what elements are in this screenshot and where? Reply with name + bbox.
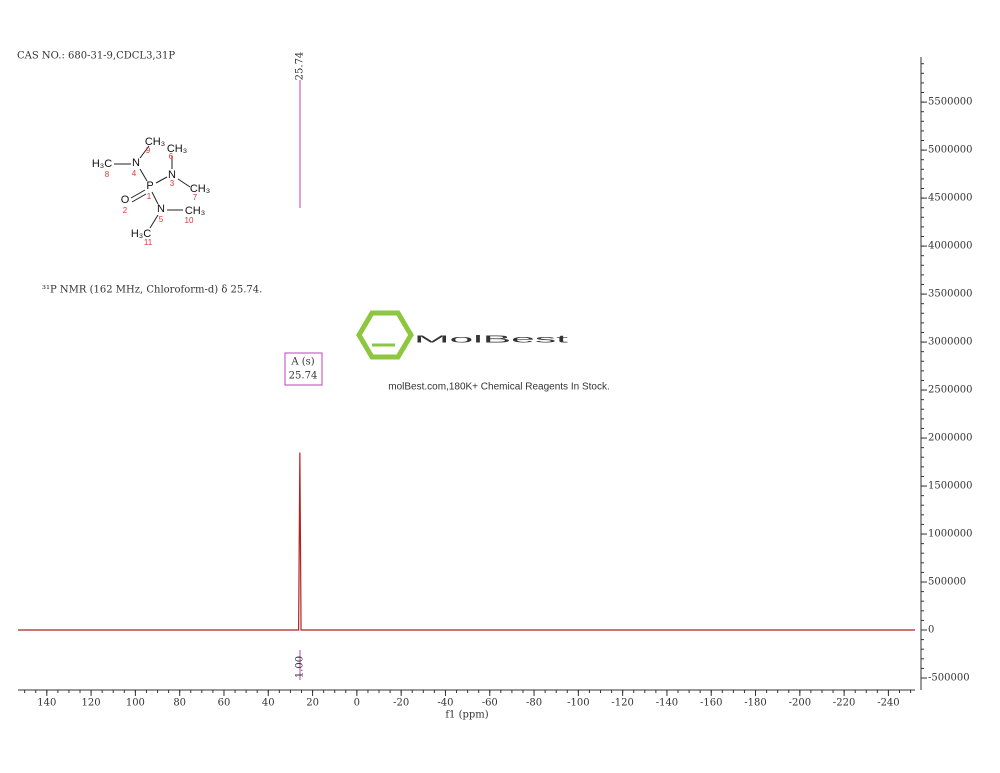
x-tick-label: -20 <box>393 698 409 709</box>
locant: 6 <box>169 152 174 161</box>
x-tick-label: 80 <box>173 698 186 709</box>
x-tick-label: 100 <box>126 698 145 709</box>
locant: 11 <box>144 238 153 247</box>
multiplet-box <box>284 352 323 386</box>
multiplet-shift: 25.74 <box>289 371 318 382</box>
y-tick-label: 1500000 <box>928 481 973 492</box>
x-tick-label: -220 <box>833 698 855 709</box>
y-tick-label: 0 <box>928 625 934 636</box>
x-tick-label: -120 <box>611 698 633 709</box>
x-tick-label: -180 <box>744 698 766 709</box>
x-tick-label: 60 <box>218 698 231 709</box>
y-tick-label: 3500000 <box>928 289 973 300</box>
atom-label: H₃C <box>92 158 112 170</box>
integral-label: 1.00 <box>295 656 306 678</box>
multiplet-label: A (s) <box>290 357 314 368</box>
header: CAS NO.: 680-31-9,CDCL3,31P <box>17 51 175 62</box>
locant: 9 <box>146 146 151 155</box>
y-tick-label: 1000000 <box>928 529 973 540</box>
x-tick-label: -40 <box>437 698 453 709</box>
x-axis-label: f1 (ppm) <box>445 710 488 721</box>
x-tick-label: 40 <box>262 698 275 709</box>
logo-text: MolBest <box>414 335 569 346</box>
atom-label: N <box>132 157 140 169</box>
x-tick-label: -240 <box>877 698 899 709</box>
locant: 4 <box>132 169 137 178</box>
y-tick-label: 2000000 <box>928 433 973 444</box>
locant: 8 <box>105 170 110 179</box>
x-tick-label: -80 <box>526 698 542 709</box>
x-tick-label: -140 <box>656 698 678 709</box>
locant: 7 <box>193 193 198 202</box>
y-tick-label: -500000 <box>928 673 970 684</box>
y-tick-label: 4500000 <box>928 193 973 204</box>
locant: 5 <box>159 215 164 224</box>
y-tick-label: 500000 <box>928 577 966 588</box>
atom-label: CH₃ <box>145 136 165 148</box>
tagline: molBest.com,180K+ Chemical Reagents In S… <box>388 382 610 393</box>
y-tick-label: 5500000 <box>928 97 973 108</box>
structure-bonds <box>114 145 191 229</box>
x-tick-label: -100 <box>567 698 589 709</box>
y-tick-label: 3000000 <box>928 337 973 348</box>
x-tick-label: 140 <box>37 698 56 709</box>
y-tick-label: 4000000 <box>928 241 973 252</box>
peak-label: 25.74 <box>295 52 306 81</box>
x-tick-label: 120 <box>82 698 101 709</box>
nmr-text: ³¹P NMR (162 MHz, Chloroform-d) δ 25.74. <box>42 285 262 296</box>
atom-label: P <box>146 180 153 192</box>
x-tick-label: 0 <box>354 698 360 709</box>
atom-label: N <box>157 203 165 215</box>
spectrum-line <box>18 452 915 631</box>
y-tick-label: 2500000 <box>928 385 973 396</box>
atom-label: CH₃ <box>167 143 187 155</box>
atom-label: N <box>168 169 176 181</box>
atom-label: O <box>121 194 130 206</box>
atom-label: CH₃ <box>185 205 205 217</box>
locant: 2 <box>123 206 128 215</box>
x-tick-label: -160 <box>700 698 722 709</box>
locant: 10 <box>185 216 194 225</box>
atom-label: CH₃ <box>190 183 210 195</box>
x-tick-label: -200 <box>789 698 811 709</box>
x-tick-label: 20 <box>306 698 319 709</box>
locant: 3 <box>170 179 175 188</box>
x-tick-label: -60 <box>482 698 498 709</box>
y-tick-label: 5000000 <box>928 145 973 156</box>
locant: 1 <box>147 192 152 201</box>
atom-label: H₃C <box>131 228 151 240</box>
logo-icon <box>356 310 414 360</box>
